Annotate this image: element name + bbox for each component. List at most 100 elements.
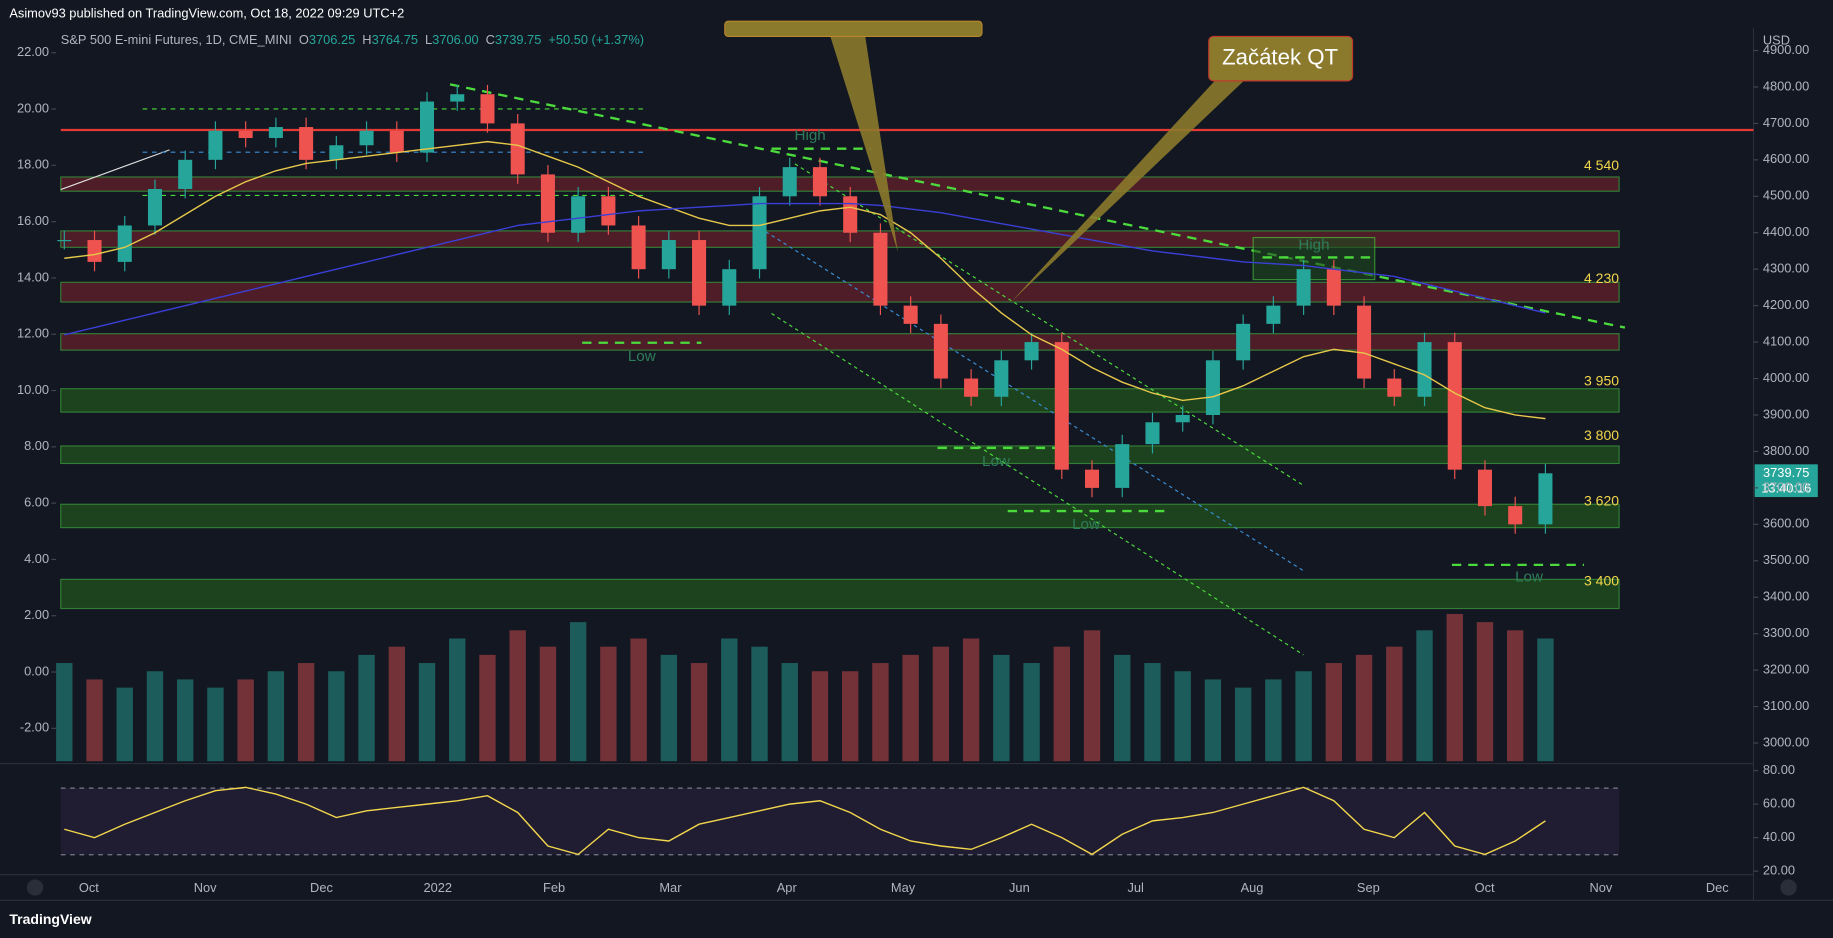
level-label: 4 230	[1584, 270, 1619, 286]
marker-label: Low	[628, 348, 656, 365]
y2-tick-label: 10.00	[17, 382, 49, 397]
candle	[1205, 360, 1220, 415]
ohlc-label: H	[362, 33, 371, 48]
candle	[752, 196, 767, 270]
y-tick-label: 3900.00	[1763, 406, 1809, 421]
candle	[1236, 323, 1251, 361]
volume-bar	[418, 663, 436, 762]
volume-bar	[751, 646, 768, 762]
candle	[964, 378, 979, 397]
level-label: 3 400	[1584, 573, 1619, 589]
rsi-tick-label: 40.00	[1763, 829, 1795, 844]
volume-bar	[1295, 671, 1312, 762]
volume-bar	[1325, 663, 1343, 762]
y-tick-label: 3300.00	[1763, 625, 1809, 640]
candle	[359, 130, 374, 146]
y-tick-label: 4200.00	[1763, 297, 1809, 312]
y2-tick-label: 16.00	[17, 213, 49, 228]
volume-bar	[842, 671, 859, 762]
volume-bar	[207, 687, 224, 762]
marker-label: Low	[1072, 516, 1100, 533]
candle	[631, 225, 646, 270]
x-tick-label: Jun	[1009, 880, 1030, 895]
x-tick-label: Aug	[1241, 880, 1264, 895]
volume-bar	[449, 638, 466, 762]
y-tick-label: 4800.00	[1763, 78, 1809, 93]
candle	[1085, 469, 1100, 488]
volume-bar	[1476, 622, 1494, 762]
volume-bar	[1174, 671, 1191, 762]
x-tick-label: Dec	[1706, 880, 1729, 895]
candle	[57, 240, 72, 242]
volume-bar	[630, 638, 647, 762]
x-tick-label: 2022	[424, 880, 453, 895]
volume-bar	[358, 654, 375, 762]
ohlc-value: 3706.25	[309, 33, 355, 48]
y2-tick-label: 22.00	[17, 44, 49, 59]
y2-tick-label: 8.00	[24, 438, 49, 453]
y2-tick-label: 4.00	[24, 551, 49, 566]
volume-bar	[1507, 630, 1524, 762]
x-tick-label: Mar	[659, 880, 682, 895]
y-tick-label: 3500.00	[1763, 552, 1809, 567]
footer	[0, 900, 1833, 938]
candle	[420, 101, 435, 153]
auto-button[interactable]	[1780, 879, 1797, 896]
zoom-button[interactable]	[26, 879, 44, 896]
volume-bar	[1355, 654, 1373, 762]
symbol-legend: S&P 500 E-mini Futures, 1D, CME_MINI O370…	[61, 33, 644, 48]
volume-bar	[1144, 663, 1161, 762]
callout-text: Začátek QT	[1222, 45, 1338, 70]
y-tick-label: 4400.00	[1763, 224, 1809, 239]
ohlc-label: C	[486, 33, 495, 48]
ohlc-value: 3706.00	[432, 33, 478, 48]
candle	[933, 323, 948, 379]
x-tick-label: Feb	[543, 880, 565, 895]
volume-bar	[146, 671, 164, 762]
candle	[178, 159, 193, 190]
x-tick-label: Oct	[1475, 880, 1495, 895]
rsi-tick-label: 20.00	[1763, 863, 1795, 878]
trendline	[60, 149, 170, 191]
price-label-box	[1754, 464, 1818, 498]
callout-box	[1208, 35, 1354, 82]
candle	[1508, 506, 1523, 525]
candle	[1447, 342, 1462, 470]
y-tick-label: 3600.00	[1763, 516, 1809, 531]
candle	[1538, 473, 1553, 525]
y2-tick-label: 6.00	[24, 495, 49, 510]
ohlc-change: +50.50 (+1.37%)	[548, 33, 644, 48]
volume-bar	[811, 671, 829, 762]
zone	[60, 176, 1620, 192]
zone	[60, 333, 1620, 351]
candle	[1326, 269, 1341, 306]
brand: TradingView	[9, 911, 91, 927]
x-tick-label: Dec	[310, 880, 333, 895]
candle	[389, 130, 404, 153]
candle	[1054, 342, 1069, 470]
volume-bar	[932, 646, 950, 762]
zone	[60, 281, 1620, 303]
volume-bar	[872, 663, 889, 762]
volume-bar	[388, 646, 405, 762]
volume-bar	[1416, 630, 1433, 762]
moving-average	[64, 202, 1546, 336]
candle	[873, 232, 888, 306]
ohlc-value: 3764.75	[372, 33, 418, 48]
candle	[812, 167, 827, 197]
candle	[1477, 469, 1492, 507]
volume-bar	[690, 663, 708, 762]
level-label: 3 800	[1584, 427, 1619, 443]
y-tick-label: 3200.00	[1763, 662, 1809, 677]
zone	[60, 445, 1620, 465]
volume-bar	[56, 663, 73, 762]
x-tick-label: Nov	[194, 880, 217, 895]
volume-bar	[1386, 646, 1403, 762]
volume-bar	[962, 638, 980, 762]
candle	[782, 167, 797, 197]
volume-bar	[569, 622, 587, 762]
candle	[1266, 305, 1281, 324]
y-tick-label: 4000.00	[1763, 370, 1809, 385]
rsi-band	[60, 788, 1620, 855]
channel-line	[771, 313, 1304, 656]
